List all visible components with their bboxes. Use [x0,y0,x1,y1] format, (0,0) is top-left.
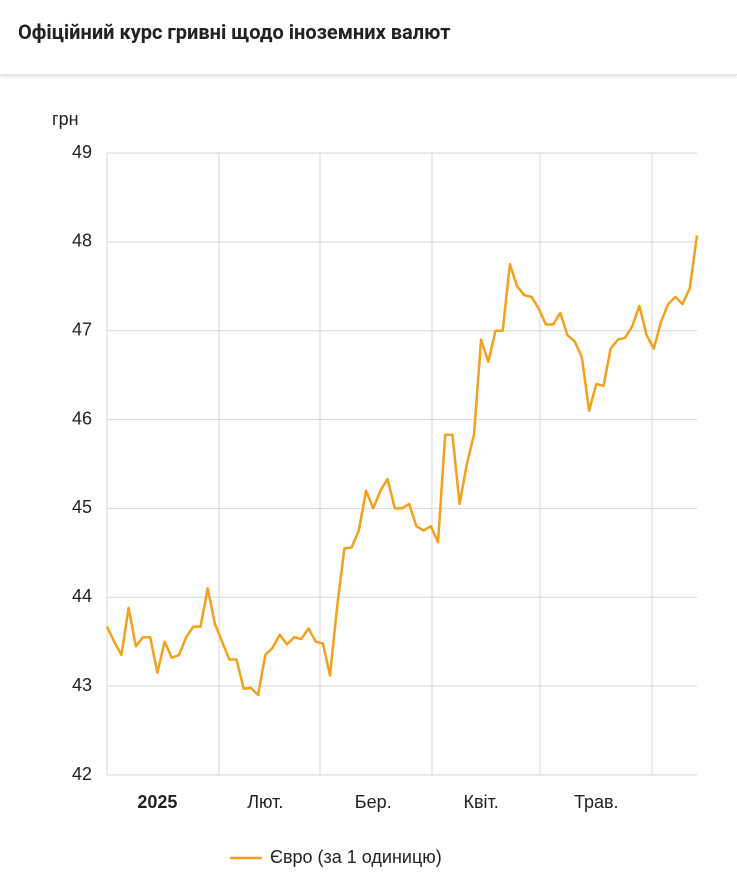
x-tick-label: Трав. [574,792,619,812]
y-tick-label: 49 [72,142,92,162]
x-tick-label: 2025 [137,792,177,812]
chart-title: Офіційний курс гривні щодо іноземних вал… [18,20,451,44]
x-tick-label: Лют. [247,792,283,812]
y-tick-label: 45 [72,497,92,517]
y-tick-label: 47 [72,319,92,339]
y-tick-label: 42 [72,764,92,784]
chart: грн 42 43 44 45 46 47 48 49 2025 Лют. Бер. Квіт. Тра… [52,109,699,867]
y-tick-label: 44 [72,586,92,606]
x-tick-label: Квіт. [463,792,498,812]
data-line [105,235,699,697]
legend-label: Євро (за 1 одиницю) [270,847,442,867]
header: Офіційний курс гривні щодо іноземних вал… [0,0,737,75]
y-tick-label: 48 [72,231,92,251]
x-tick-label: Бер. [355,792,392,812]
y-tick-label: 43 [72,675,92,695]
y-axis-label: грн [52,109,79,129]
y-tick-label: 46 [72,408,92,428]
